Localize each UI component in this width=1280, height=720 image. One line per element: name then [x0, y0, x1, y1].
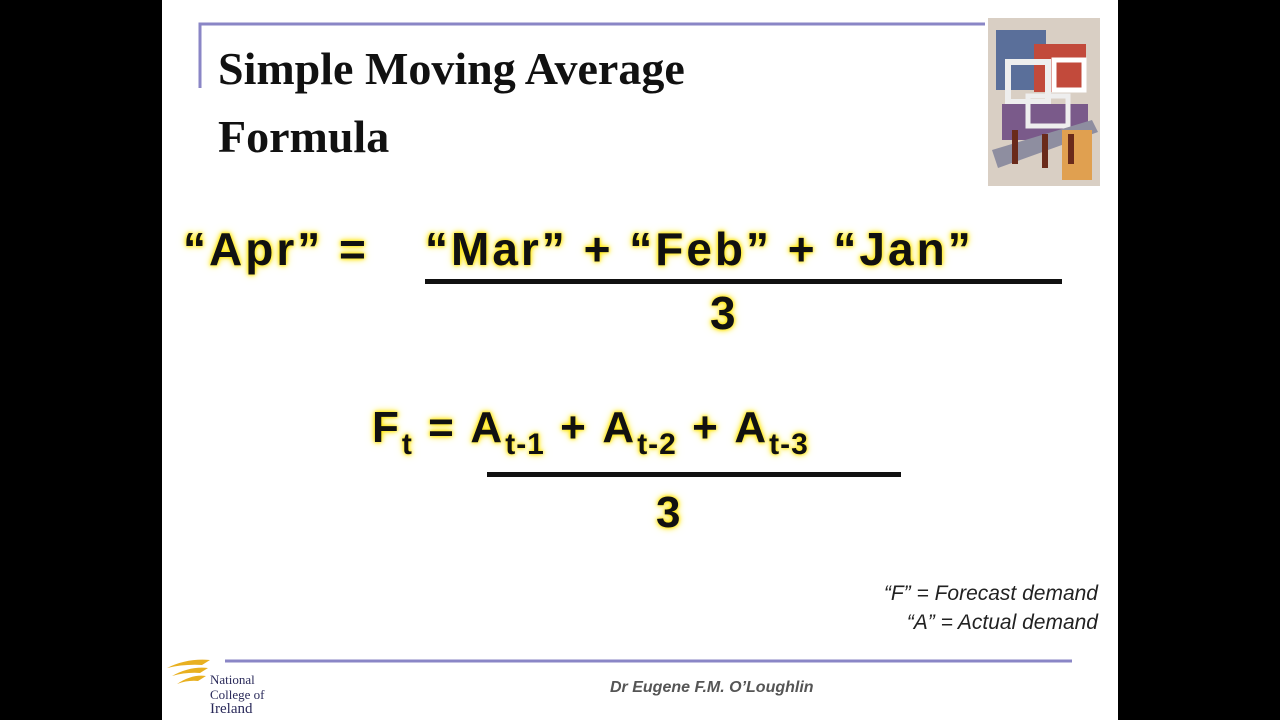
numerator: “Mar” + “Feb” + “Jan”: [425, 223, 974, 275]
title-line: Simple Moving Average: [218, 43, 685, 94]
term-sub: t-1: [505, 428, 545, 461]
term-base: A: [602, 403, 638, 452]
note: “F” = Forecast demand: [883, 582, 1098, 605]
title-frame: [198, 22, 985, 88]
formula-2: Ft = At-1 + At-2 + At-3: [372, 403, 809, 462]
formula-lhs: “Apr” =: [183, 222, 369, 276]
equals: =: [339, 223, 369, 275]
term-sub: t-2: [637, 428, 677, 461]
denominator: 3: [656, 488, 684, 537]
lhs-sub: t: [401, 428, 413, 461]
lhs: Ft: [372, 403, 413, 461]
clipart: [988, 18, 1100, 186]
operator: +: [560, 403, 589, 452]
logo-mark: [167, 659, 210, 684]
title-line: Formula: [218, 111, 390, 162]
lhs-text: “Apr”: [183, 223, 324, 275]
operator: +: [692, 403, 721, 452]
logo-line: College of: [210, 687, 265, 702]
term: At-1: [470, 403, 544, 461]
term-sub: t-3: [769, 428, 809, 461]
term-base: A: [470, 403, 506, 452]
note: “A” = Actual demand: [906, 611, 1098, 634]
logo-line: National: [210, 672, 255, 687]
logo-text: National College of Ireland: [210, 672, 265, 717]
lhs-base: F: [372, 403, 402, 452]
author: Dr Eugene F.M. O’Loughlin: [610, 679, 814, 696]
logo-line: Ireland: [210, 701, 253, 717]
slide-decor: [167, 18, 1100, 684]
equals: =: [428, 403, 457, 452]
term: At-3: [734, 403, 808, 461]
denominator: 3: [710, 287, 739, 339]
term-base: A: [734, 403, 770, 452]
fraction-bar: [487, 472, 901, 477]
slide: Simple Moving Average Formula “Apr” = “M…: [162, 0, 1118, 720]
term: At-2: [602, 403, 676, 461]
fraction-bar: [425, 279, 1062, 284]
